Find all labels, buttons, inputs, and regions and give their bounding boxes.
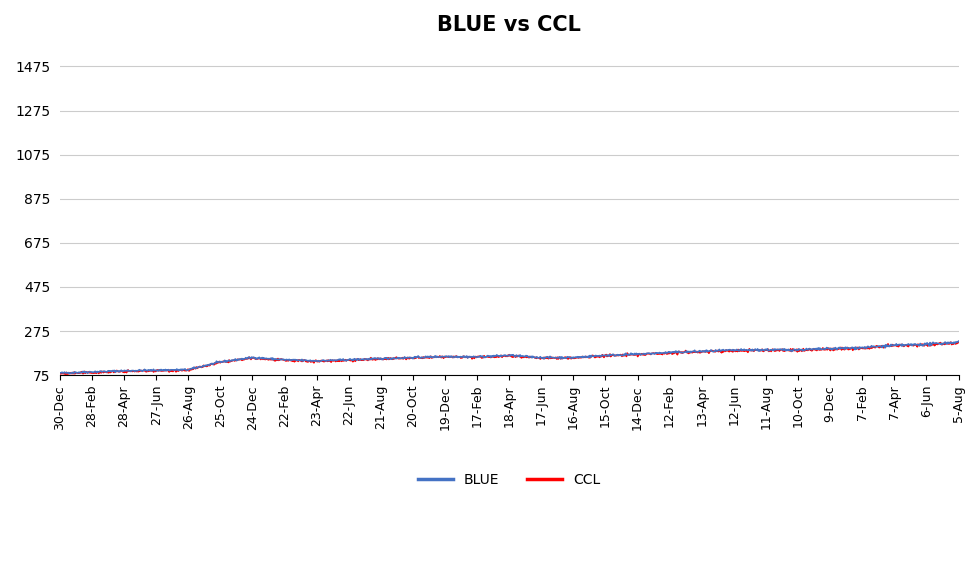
Legend: BLUE, CCL: BLUE, CCL bbox=[413, 468, 606, 493]
Title: BLUE vs CCL: BLUE vs CCL bbox=[437, 15, 581, 35]
